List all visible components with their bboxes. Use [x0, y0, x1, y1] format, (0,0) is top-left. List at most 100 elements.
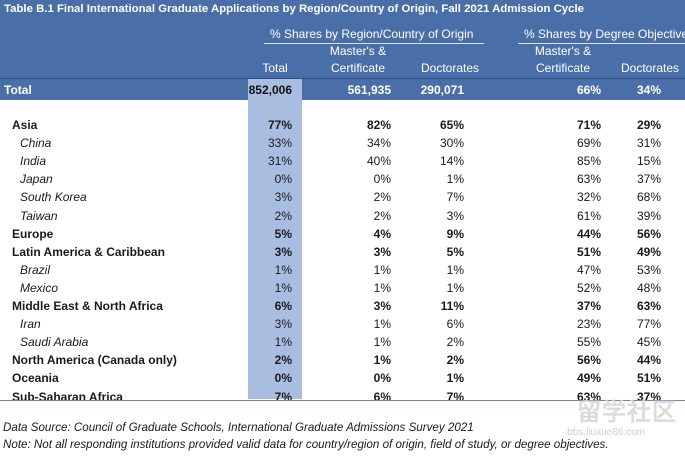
cell-doctorates-share: 77% — [636, 317, 661, 332]
row-label: Latin America & Caribbean — [12, 244, 165, 259]
cell-masters: 1% — [373, 317, 391, 332]
row-label: Iran — [20, 317, 41, 332]
cell-total: 3% — [274, 190, 292, 205]
cell-doctorates-share: 68% — [636, 190, 661, 205]
table-row: Saudi Arabia 1% 1% 2% 55% 45% — [0, 333, 685, 351]
cell-doctorates-share: 31% — [636, 136, 661, 151]
row-label: Japan — [20, 172, 53, 187]
table-row: Europe 5% 4% 9% 44% 56% — [0, 225, 685, 243]
total-masters: 561,935 — [347, 83, 391, 97]
row-label: Brazil — [20, 262, 51, 277]
column-header-total: Total — [262, 61, 288, 75]
row-label: North America (Canada only) — [12, 353, 177, 368]
group-header-degree: % Shares by Degree Objective — [524, 27, 685, 41]
group-underline-region — [264, 43, 484, 44]
cell-doctorates-share: 15% — [636, 154, 661, 169]
table-row: Latin America & Caribbean 3% 3% 5% 51% 49% — [0, 243, 685, 261]
cell-doctorates-share: 45% — [636, 335, 661, 350]
cell-masters-share: 51% — [576, 244, 601, 259]
cell-total: 1% — [274, 262, 292, 277]
cell-total: 7% — [274, 389, 292, 404]
cell-doctorates-share: 56% — [636, 226, 661, 241]
table-row: Oceania 0% 0% 1% 49% 51% — [0, 369, 685, 387]
cell-total: 77% — [267, 118, 292, 132]
cell-masters: 3% — [373, 244, 391, 259]
footnote: Note: Not all responding institutions pr… — [3, 438, 609, 451]
table-title: Table B.1 Final International Graduate A… — [4, 3, 584, 15]
total-row: Total 852,006 561,935 290,071 66% 34% — [0, 78, 685, 100]
cell-doctorates-share: 48% — [636, 280, 661, 295]
table-row: Brazil 1% 1% 1% 47% 53% — [0, 261, 685, 279]
cell-masters: 4% — [373, 226, 391, 241]
cell-masters-share: 85% — [576, 154, 601, 169]
cell-doctorates: 7% — [446, 389, 464, 404]
cell-doctorates-share: 49% — [636, 244, 661, 259]
cell-doctorates-share: 37% — [636, 172, 661, 187]
table-row: China 33% 34% 30% 69% 31% — [0, 134, 685, 152]
table-row: Mexico 1% 1% 1% 52% 48% — [0, 279, 685, 297]
cell-doctorates: 2% — [446, 353, 464, 368]
cell-total: 0% — [274, 172, 292, 187]
row-label: Sub-Saharan Africa — [12, 389, 123, 404]
table-row: South Korea 3% 2% 7% 32% 68% — [0, 188, 685, 206]
table-row: India 31% 40% 14% 85% 15% — [0, 152, 685, 170]
row-label: Middle East & North Africa — [12, 299, 163, 313]
table-bottom-rule — [0, 400, 685, 401]
cell-masters-share: 37% — [576, 299, 601, 313]
row-label: China — [20, 136, 52, 151]
total-label: Total — [4, 83, 32, 97]
table-row: Taiwan 2% 2% 3% 61% 39% — [0, 207, 685, 225]
cell-masters-share: 55% — [576, 335, 601, 350]
cell-masters: 40% — [366, 154, 391, 169]
cell-doctorates-share: 51% — [636, 371, 661, 386]
cell-total: 2% — [274, 353, 292, 368]
total-cell-highlight — [248, 79, 302, 100]
cell-masters-share: 71% — [576, 118, 601, 132]
cell-masters: 34% — [366, 136, 391, 151]
cell-masters-share: 49% — [576, 371, 601, 386]
row-label: Oceania — [12, 371, 59, 386]
cell-doctorates-share: 53% — [636, 262, 661, 277]
cell-masters: 1% — [373, 280, 391, 295]
cell-masters: 3% — [373, 299, 391, 313]
cell-total: 31% — [267, 154, 292, 169]
cell-doctorates-share: 39% — [636, 208, 661, 223]
cell-doctorates: 30% — [439, 136, 464, 151]
cell-masters: 2% — [373, 190, 391, 205]
cell-doctorates: 1% — [446, 262, 464, 277]
cell-doctorates: 65% — [439, 118, 464, 132]
cell-doctorates: 3% — [446, 208, 464, 223]
cell-doctorates: 5% — [446, 244, 464, 259]
cell-masters-share: 56% — [576, 353, 601, 368]
row-label: Taiwan — [20, 208, 58, 223]
cell-doctorates: 9% — [446, 226, 464, 241]
total-masters-share: 66% — [576, 83, 601, 97]
cell-total: 1% — [274, 280, 292, 295]
row-label: South Korea — [20, 190, 87, 205]
total-column-highlight — [248, 44, 302, 399]
row-label: Asia — [12, 118, 38, 132]
cell-masters: 6% — [373, 389, 391, 404]
total-doctorates: 290,071 — [420, 83, 464, 97]
watermark-logo: 留学社区 — [577, 399, 677, 426]
cell-total: 5% — [274, 226, 292, 241]
column-header-masters: Master's & Certificate — [329, 44, 387, 75]
cell-doctorates: 7% — [446, 190, 464, 205]
group-underline-degree — [518, 43, 685, 44]
data-source-note: Data Source: Council of Graduate Schools… — [3, 421, 474, 434]
cell-masters-share: 32% — [576, 190, 601, 205]
cell-doctorates-share: 63% — [636, 299, 661, 313]
cell-masters-share: 23% — [576, 317, 601, 332]
cell-masters: 0% — [373, 371, 391, 386]
cell-doctorates: 2% — [446, 335, 464, 350]
cell-doctorates: 14% — [439, 154, 464, 169]
cell-masters: 82% — [366, 118, 391, 132]
cell-total: 1% — [274, 335, 292, 350]
cell-masters: 1% — [373, 262, 391, 277]
cell-masters: 1% — [373, 335, 391, 350]
table-row: Iran 3% 1% 6% 23% 77% — [0, 315, 685, 333]
cell-doctorates: 6% — [446, 317, 464, 332]
cell-masters-share: 69% — [576, 136, 601, 151]
row-label: Saudi Arabia — [20, 335, 89, 350]
cell-masters-share: 47% — [576, 262, 601, 277]
